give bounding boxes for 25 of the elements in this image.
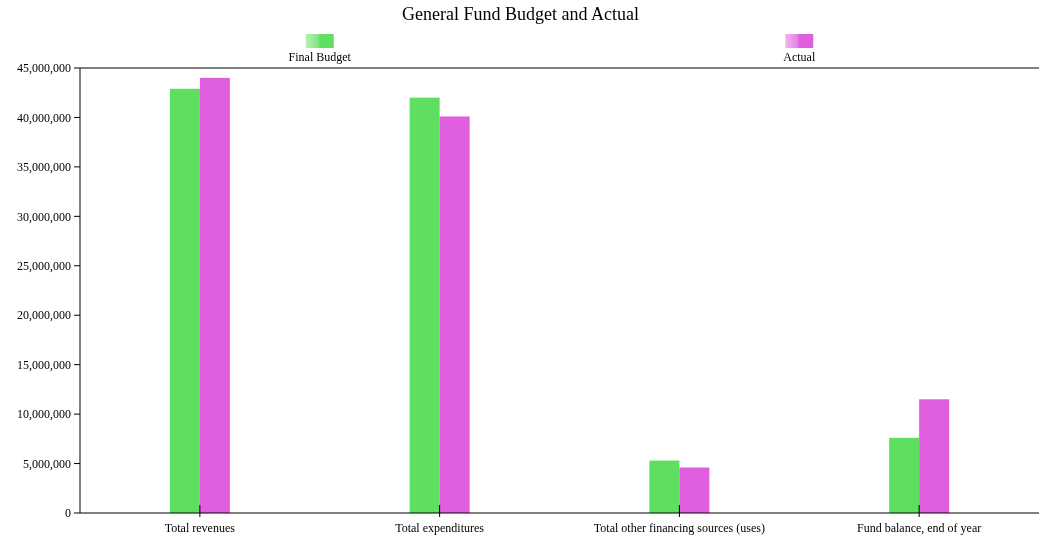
y-tick-label: 0 [65,506,71,521]
y-tick-label: 40,000,000 [17,110,71,125]
x-tick-label: Total revenues [164,521,236,535]
y-tick-label: 30,000,000 [17,209,71,224]
y-tick-label: 10,000,000 [17,407,71,422]
bar [649,460,680,513]
x-tick-label: Fund balance, end of year [856,521,982,535]
y-tick-label: 5,000,000 [23,456,71,471]
chart-title: General Fund Budget and Actual [402,4,639,24]
bar [409,97,440,513]
y-tick-label: 35,000,000 [17,160,71,175]
x-tick-label: Total other financing sources (uses) [593,521,765,535]
legend-label: Actual [783,50,816,64]
y-tick-label: 15,000,000 [17,357,71,372]
y-tick-label: 45,000,000 [17,61,71,76]
bar [889,437,920,513]
bar [199,77,230,513]
y-tick-label: 20,000,000 [17,308,71,323]
y-tick-label: 25,000,000 [17,258,71,273]
bar [919,399,950,513]
bar [169,88,200,513]
bar [439,116,470,513]
x-tick-label: Total expenditures [395,521,485,535]
legend-label: Final Budget [288,50,352,64]
bar [679,467,710,513]
